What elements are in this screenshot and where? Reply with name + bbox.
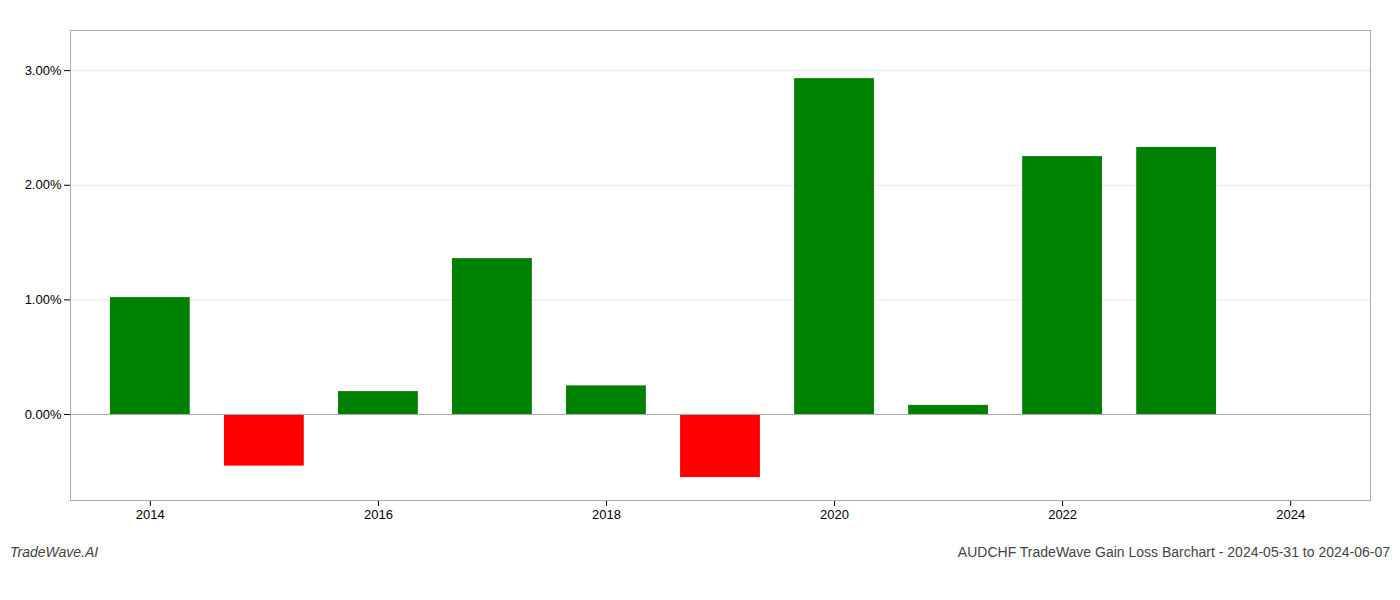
svg-text:3.00%: 3.00% bbox=[25, 63, 62, 78]
html-text:TradeWave.AI: TradeWave.AI bbox=[10, 544, 99, 560]
svg-text:2.00%: 2.00% bbox=[25, 177, 62, 192]
svg-text:1.00%: 1.00% bbox=[25, 292, 62, 307]
svg-text:2016: 2016 bbox=[364, 507, 393, 522]
svg-text:2018: 2018 bbox=[592, 507, 621, 522]
html-text:AUDCHF TradeWave Gain Loss Bar: AUDCHF TradeWave Gain Loss Barchart - 20… bbox=[957, 544, 1390, 560]
svg-text:2024: 2024 bbox=[1276, 507, 1305, 522]
svg-text:2020: 2020 bbox=[820, 507, 849, 522]
svg-text:2022: 2022 bbox=[1048, 507, 1077, 522]
svg-text:0.00%: 0.00% bbox=[25, 407, 62, 422]
svg-text:2014: 2014 bbox=[136, 507, 165, 522]
